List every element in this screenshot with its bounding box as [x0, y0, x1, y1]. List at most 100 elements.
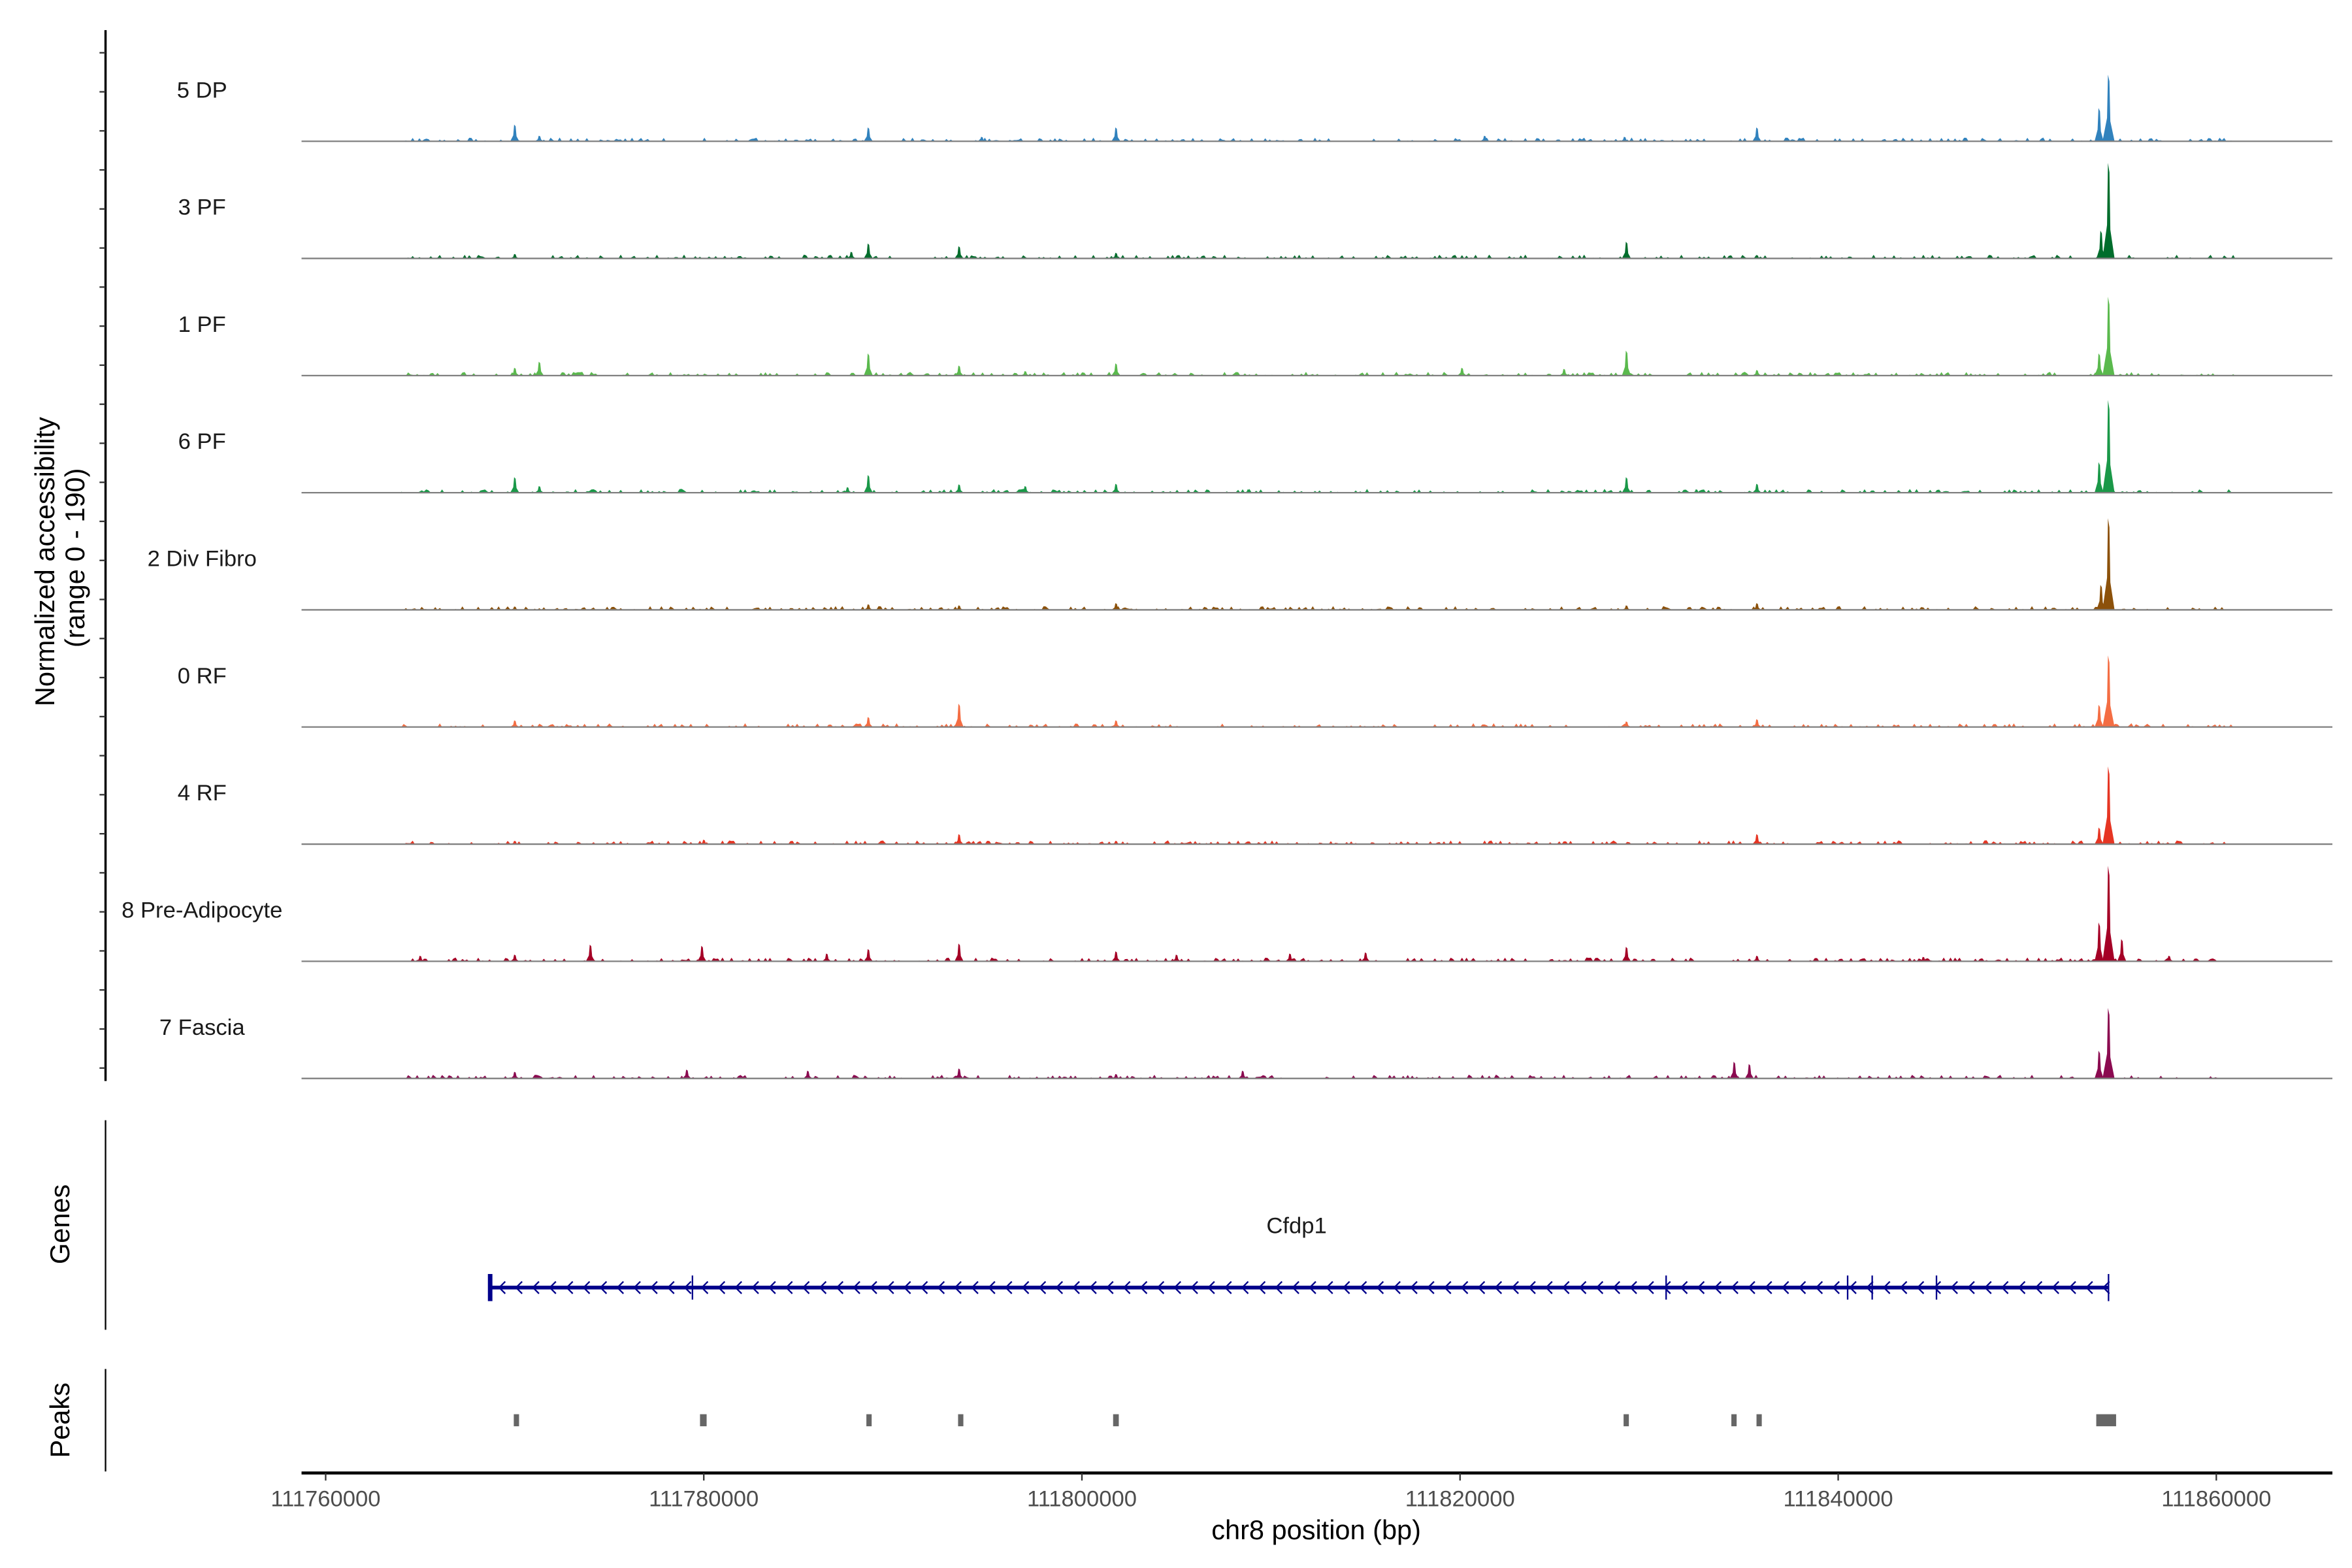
strand-arrow-icon	[734, 1281, 742, 1294]
strand-arrow-icon	[1190, 1281, 1198, 1294]
strand-arrow-icon	[1410, 1281, 1418, 1294]
signal-peak	[1622, 947, 1631, 962]
signal-peak	[1752, 483, 1762, 493]
strand-arrow-icon	[768, 1281, 776, 1294]
strand-arrow-icon	[1511, 1281, 1519, 1294]
peaks-panel-label: Peaks	[44, 1382, 75, 1458]
strand-arrow-icon	[1984, 1281, 1992, 1294]
coverage-tracks: 5 DP 3 PF 1 PF 6 PF 2 Div Fibro 0 RF 4 RF 8 Pre…	[122, 74, 2332, 1079]
strand-arrow-icon	[1004, 1281, 1013, 1294]
signal-peak	[510, 840, 519, 845]
peak-region	[1731, 1414, 1737, 1427]
x-axis-ticks: 111760000 111780000 111800000 111820000 1118…	[270, 1473, 2271, 1511]
x-tick-label: 111860000	[2161, 1486, 2271, 1511]
track-1-pf: 1 PF	[178, 297, 2332, 377]
strand-arrow-icon	[1595, 1281, 1604, 1294]
track-6-pf: 6 PF	[178, 400, 2332, 494]
signal-peak	[510, 720, 519, 727]
signal-peak	[1620, 137, 1629, 142]
signal-peak	[1111, 253, 1121, 259]
track-3-pf: 3 PF	[178, 163, 2332, 259]
strand-arrow-icon	[1849, 1281, 1857, 1294]
signal-peak	[1752, 127, 1762, 142]
track-label: 1 PF	[178, 312, 226, 337]
strand-arrow-icon	[515, 1281, 523, 1294]
signal-peak	[699, 840, 709, 845]
strand-arrow-icon	[1697, 1281, 1705, 1294]
y-axis-label-line-2: (range 0 - 190)	[59, 468, 90, 648]
signal-peak	[2094, 462, 2104, 493]
genes-panel-label: Genes	[44, 1184, 75, 1264]
strand-arrow-icon	[1072, 1281, 1080, 1294]
signal-peak	[534, 361, 544, 376]
track-0-rf: 0 RF	[178, 655, 2332, 728]
signal-peak	[1752, 255, 1762, 259]
strand-arrow-icon	[1139, 1281, 1148, 1294]
strand-arrow-icon	[987, 1281, 996, 1294]
track-label: 7 Fascia	[159, 1015, 246, 1040]
signal-peak	[2102, 866, 2115, 962]
track-8-pre-adipocyte: 8 Pre-Adipocyte	[122, 866, 2332, 962]
peak-region	[2096, 1414, 2116, 1427]
signal-peak	[864, 604, 873, 610]
signal-peak	[1622, 605, 1631, 610]
signal-peak	[2094, 827, 2104, 845]
signal-peak	[2102, 518, 2115, 610]
strand-arrow-icon	[1207, 1281, 1215, 1294]
track-2-div-fibro: 2 Div Fibro	[148, 518, 2332, 611]
x-tick-label: 111800000	[1027, 1486, 1137, 1511]
strand-arrow-icon	[2001, 1281, 2009, 1294]
strand-arrow-icon	[616, 1281, 625, 1294]
signal-peak	[1111, 720, 1121, 727]
signal-peak	[1171, 955, 1181, 962]
strand-arrow-icon	[1292, 1281, 1299, 1294]
signal-peak	[2102, 297, 2115, 376]
signal-peak	[697, 945, 707, 962]
strand-arrow-icon	[1122, 1281, 1131, 1294]
strand-arrow-icon	[920, 1281, 928, 1294]
signal-peak	[1238, 1070, 1247, 1079]
signal-peak	[954, 484, 964, 493]
signal-peak	[2102, 1007, 2115, 1079]
signal-peak	[510, 1071, 519, 1079]
track-background-signal	[401, 489, 2236, 493]
strand-arrow-icon	[1612, 1281, 1620, 1294]
strand-arrow-icon	[650, 1281, 658, 1294]
signal-peak	[1111, 840, 1121, 845]
signal-peak	[682, 1070, 692, 1079]
signal-peak	[2102, 74, 2115, 142]
strand-arrow-icon	[599, 1281, 608, 1294]
strand-arrow-icon	[2034, 1281, 2043, 1294]
signal-peak	[2117, 939, 2127, 962]
signal-peak	[534, 485, 544, 493]
track-label: 6 PF	[178, 429, 226, 454]
signal-peak	[864, 353, 873, 376]
strand-arrow-icon	[1561, 1281, 1570, 1294]
strand-arrow-icon	[1325, 1281, 1333, 1294]
strand-arrow-icon	[853, 1281, 860, 1294]
strand-arrow-icon	[886, 1281, 894, 1294]
strand-arrow-icon	[1544, 1281, 1553, 1294]
strand-arrow-icon	[1156, 1281, 1165, 1294]
signal-peak	[1111, 127, 1121, 142]
strand-arrow-icon	[1275, 1281, 1283, 1294]
strand-arrow-icon	[1224, 1281, 1232, 1294]
signal-peak	[1480, 135, 1490, 142]
signal-peak	[2094, 704, 2104, 727]
strand-arrow-icon	[1578, 1281, 1587, 1294]
track-label: 3 PF	[178, 195, 226, 220]
strand-arrow-icon	[1899, 1281, 1908, 1294]
signal-peak	[2102, 163, 2115, 259]
strand-arrow-icon	[1832, 1281, 1840, 1294]
signal-peak	[1622, 242, 1631, 259]
signal-peak	[864, 243, 873, 259]
strand-arrow-icon	[1038, 1281, 1047, 1294]
strand-arrow-icon	[1309, 1281, 1316, 1294]
strand-arrow-icon	[937, 1281, 945, 1294]
signal-peak	[2094, 353, 2104, 376]
signal-peak	[2164, 955, 2174, 962]
signal-peak	[510, 124, 519, 142]
signal-peak	[1752, 834, 1762, 845]
strand-arrow-icon	[1781, 1281, 1789, 1294]
strand-arrow-icon	[1865, 1281, 1874, 1294]
